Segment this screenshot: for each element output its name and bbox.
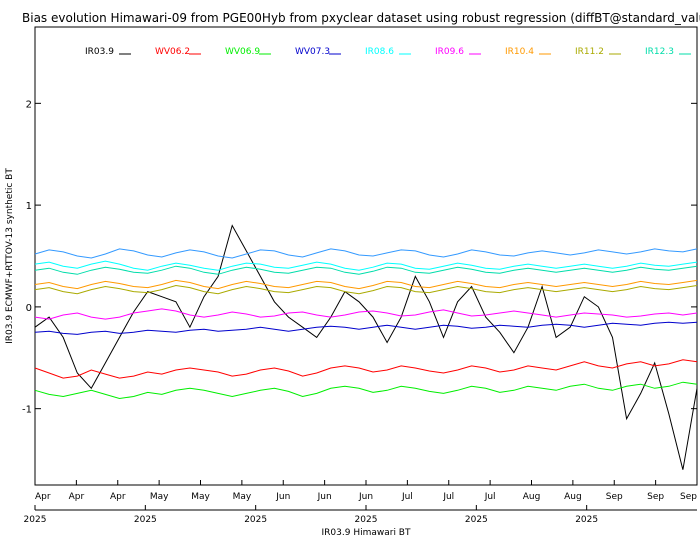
x-tick-label: Aug: [523, 492, 541, 502]
y-axis-label: IR03.9 ECMWF+RTTOV-13 synthetic BT: [5, 168, 15, 344]
y-tick-label: -1: [22, 405, 32, 416]
legend-label: IR03.9: [85, 47, 114, 57]
x-tick-label: Jul: [442, 492, 454, 502]
year-tick-label: 2025: [244, 515, 267, 525]
x-tick-label: Aug: [564, 492, 582, 502]
x-tick-label: Sep: [647, 492, 664, 502]
series-line-wv062: [34, 359, 698, 379]
year-tick-label: 2025: [24, 515, 47, 525]
x-tick-label: Jun: [275, 492, 290, 502]
legend-label: WV07.3: [295, 47, 330, 57]
x-tick-label: Apr: [35, 492, 51, 502]
series-line-ir096: [34, 308, 698, 320]
x-tick-label: Apr: [69, 492, 85, 502]
legend-label: WV06.9: [225, 47, 260, 57]
series-line-ir112: [34, 284, 698, 295]
series-line-ir123: [34, 265, 698, 275]
legend-label: IR11.2: [575, 47, 604, 57]
legend-label: IR12.3: [645, 47, 674, 57]
legend-label: WV06.2: [155, 47, 190, 57]
x-tick-label: Sep: [606, 492, 623, 502]
x-tick-label: May: [191, 492, 210, 502]
x-tick-label: May: [150, 492, 169, 502]
x-tick-label: Jun: [317, 492, 332, 502]
x-tick-label: Jul: [401, 492, 413, 502]
y-tick-label: 1: [26, 201, 32, 212]
x-tick-label: Apr: [110, 492, 126, 502]
year-tick-label: 2025: [575, 515, 598, 525]
legend-label: IR10.4: [505, 47, 534, 57]
series-line-ir039: [34, 224, 698, 470]
x-tick-label: Jul: [484, 492, 496, 502]
year-tick-label: 2025: [134, 515, 157, 525]
year-tick-label: 2025: [465, 515, 488, 525]
chart-title: Bias evolution Himawari-09 from PGE00Hyb…: [22, 11, 700, 25]
x-tick-label: May: [233, 492, 252, 502]
x-tick-label: Sep: [680, 492, 697, 502]
series-line-wv073: [34, 321, 698, 335]
y-tick-label: 0: [26, 303, 32, 314]
y-tick-label: 2: [26, 99, 32, 110]
legend-label: IR09.6: [435, 47, 464, 57]
series-line-ir086: [34, 260, 698, 271]
series-line-wv069: [34, 381, 698, 400]
x-tick-label: Jun: [358, 492, 373, 502]
series-line-ir104: [34, 279, 698, 290]
year-tick-label: 2025: [355, 515, 378, 525]
series-line-ir133: [34, 248, 698, 259]
x-axis-label: IR03.9 Himawari BT: [322, 528, 411, 538]
legend-label: IR08.6: [365, 47, 394, 57]
